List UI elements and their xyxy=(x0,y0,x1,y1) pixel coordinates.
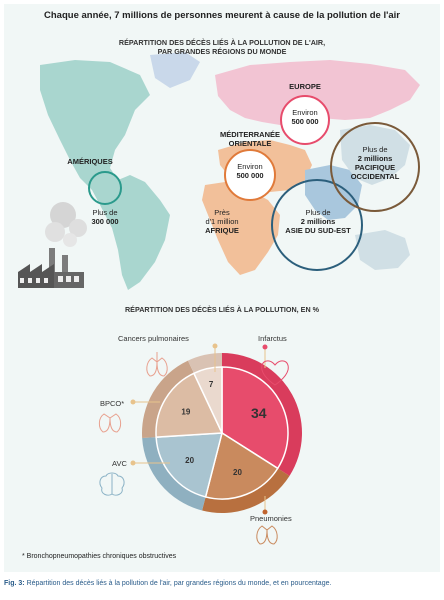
map-subtitle: RÉPARTITION DES DÉCÈS LIÉS À LA POLLUTIO… xyxy=(0,38,444,56)
region-americas-name: AMÉRIQUES xyxy=(67,157,113,166)
leader-dot-cancers xyxy=(212,343,218,349)
label-bpco: BPCO* xyxy=(100,399,125,408)
map-subtitle-line1: RÉPARTITION DES DÉCÈS LIÉS À LA POLLUTIO… xyxy=(118,38,326,47)
map-western-pacific xyxy=(340,125,410,185)
map-oceania xyxy=(355,230,410,270)
leader-dot-infarctus xyxy=(262,344,268,350)
caption-label: Fig. 3: xyxy=(4,580,25,587)
map-europe xyxy=(215,60,420,125)
mediterranean-circle xyxy=(224,149,276,201)
region-africa: Près d'1 million AFRIQUE xyxy=(205,208,239,235)
map-greenland xyxy=(150,52,200,88)
region-mediterranean-name: MÉDITERRANÉE ORIENTALE xyxy=(219,130,280,148)
leader-dot-bpco xyxy=(130,399,136,405)
region-europe-name: EUROPE xyxy=(289,82,321,91)
map-southeast-asia xyxy=(305,165,362,220)
label-cancers: Cancers pulmonaires xyxy=(118,334,189,343)
caption-text: Répartition des décès liés à la pollutio… xyxy=(24,580,332,587)
brain-icon xyxy=(99,472,125,496)
lungs-icon xyxy=(146,352,168,377)
heart-icon xyxy=(261,360,289,386)
label-avc: AVC xyxy=(112,459,127,468)
pie-slice-cancers xyxy=(192,366,223,434)
pie-value-infarctus: 34 xyxy=(251,405,267,421)
pie-ring-avc xyxy=(142,437,206,511)
pie-value-pneumonies: 20 xyxy=(233,468,242,477)
pie-ring-cancers xyxy=(187,353,222,374)
southeast-asia-circle xyxy=(271,179,363,271)
leader-dot-pneumonies xyxy=(262,509,268,515)
region-southeast-asia: Plus de 2 millions ASIE DU SUD-EST xyxy=(285,208,351,235)
pie-ring-infarctus xyxy=(222,353,303,476)
factory-icon xyxy=(18,202,87,288)
main-title: Chaque année, 7 millions de personnes me… xyxy=(44,10,400,21)
region-americas-value: Plus de 300 000 xyxy=(91,208,119,226)
map-africa xyxy=(202,182,280,275)
label-infarctus: Infarctus xyxy=(258,334,287,343)
pie-slice-avc xyxy=(155,432,223,498)
americas-circle xyxy=(88,171,122,205)
pie-value-avc: 20 xyxy=(185,456,194,465)
pie-slice-pneumonies xyxy=(204,431,279,500)
europe-circle xyxy=(280,95,330,145)
region-mediterranean-value: Environ 500 000 xyxy=(236,162,264,180)
western-pacific-circle xyxy=(330,122,420,212)
pie-chart: 34 20 20 19 7 xyxy=(142,353,303,513)
pneumonia-lungs-icon xyxy=(256,525,278,545)
pie-slice-bpco xyxy=(155,372,224,438)
pie-value-cancers: 7 xyxy=(209,380,214,389)
bronchi-icon xyxy=(98,413,122,433)
leader-lines xyxy=(133,348,266,510)
region-western-pacific: Plus de 2 millions PACIFIQUE OCCIDENTAL xyxy=(350,145,400,181)
footnote: * Bronchopneumopathies chroniques obstru… xyxy=(22,553,177,560)
pie-value-bpco: 19 xyxy=(181,408,190,417)
world-map xyxy=(40,52,420,290)
figure-caption: Fig. 3: Répartition des décès liés à la … xyxy=(4,580,440,587)
leader-dot-avc xyxy=(130,460,136,466)
label-pneumonies: Pneumonies xyxy=(250,514,292,523)
region-europe-value: Environ 500 000 xyxy=(291,108,319,126)
map-subtitle-line2: PAR GRANDES RÉGIONS DU MONDE xyxy=(157,47,287,56)
pie-ring-bpco xyxy=(142,360,194,439)
map-americas xyxy=(40,60,170,290)
pie-ring-pneumonies xyxy=(202,468,290,513)
pie-subtitle: RÉPARTITION DES DÉCÈS LIÉS À LA POLLUTIO… xyxy=(124,305,320,314)
